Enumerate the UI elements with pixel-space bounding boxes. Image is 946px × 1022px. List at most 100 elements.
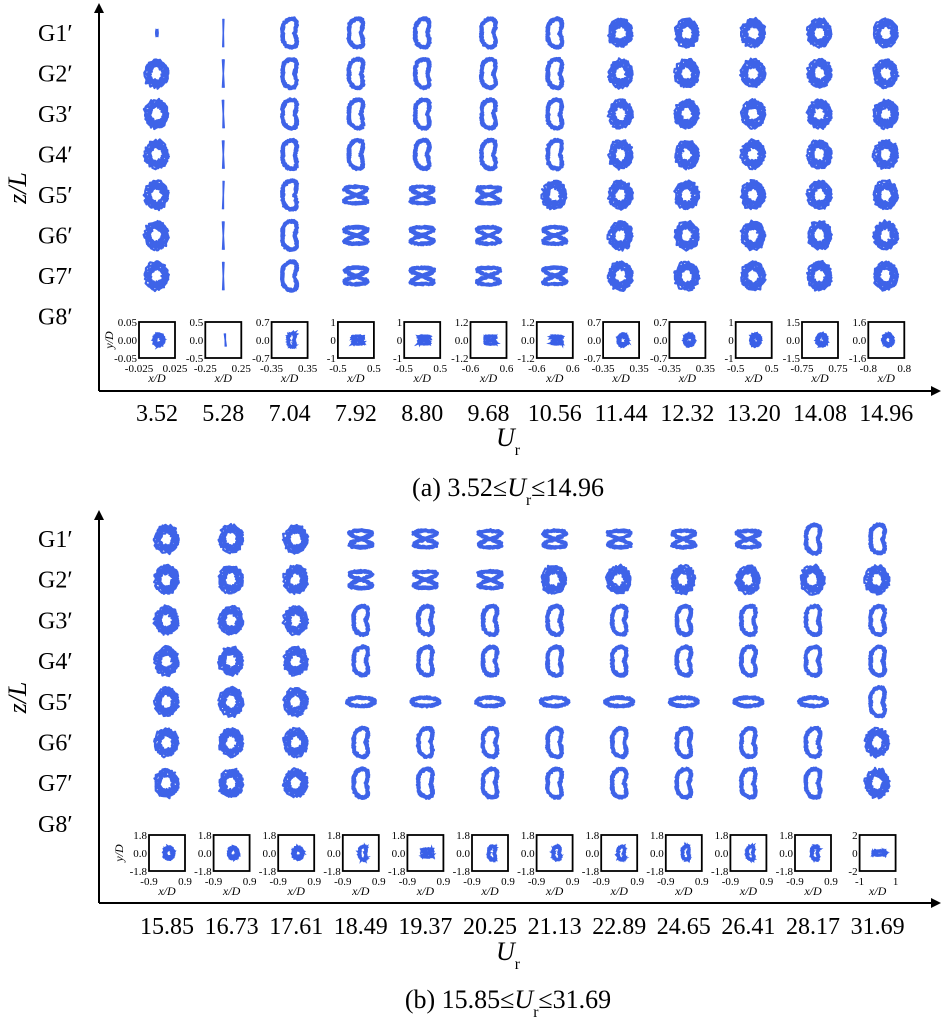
trajectory-7-10 [740,260,767,292]
x-tick-label-4: 7.92 [335,401,377,427]
inset-ytick-bottom: -1.8 [388,866,406,878]
x-tick-label-3: 17.61 [269,914,323,940]
row-label-4: G4′ [38,143,73,169]
inset-ytick-bottom: -1.6 [849,353,867,365]
inset-ytick-bottom: -1 [725,353,734,365]
inset-ytick-top: 1.8 [133,830,147,842]
inset-ytick-bottom: -1.8 [323,866,341,878]
inset-x-label: x/D [416,884,435,898]
trajectory-6-5 [408,224,436,247]
x-tick-label-12: 31.69 [851,914,905,940]
inset-frame [469,321,508,359]
trajectory-6-12 [872,219,900,251]
inset-xtick-right: 0.9 [824,876,838,888]
inset-xtick-right: 0.5 [367,363,381,375]
x-tick-label-3: 7.04 [269,401,311,427]
inset-frame [270,321,309,359]
trajectory-5-2 [217,685,245,718]
inset-frame [341,834,380,872]
inset-trajectory [813,331,830,348]
inset-trajectory [285,329,300,350]
trajectory-4-4 [351,644,371,678]
inset-y-label: y/D [112,844,126,863]
inset-ytick-bottom: -1.8 [259,866,277,878]
trajectory-4-6 [480,644,500,678]
inset-ytick-top: 1.8 [521,830,535,842]
inset-xtick-right: 0.9 [501,876,515,888]
inset-ytick-mid: 0.0 [521,848,535,860]
trajectory-2-8 [604,563,632,595]
trajectory-6-12 [863,726,891,759]
inset-xtick-left: -0.9 [722,876,740,888]
inset-xtick-right: 0.5 [765,363,779,375]
inset-x-label: x/D [868,884,887,898]
inset-xtick-right: 0.9 [437,876,451,888]
trajectory-6-10 [738,726,758,760]
inset-ytick-top: 1.8 [456,830,470,842]
inset-9: 0.7 0.0 -0.7-0.35 0.35x/D [650,317,716,385]
inset-xtick-right: 0.9 [372,876,386,888]
trajectory-7-11 [806,259,833,292]
inset-xtick-right: 0.75 [828,363,848,375]
row-label-2: G2′ [38,568,73,594]
inset-x-label: x/D [810,371,829,385]
inset-xtick-left: -0.9 [399,876,417,888]
trajectory-7-3 [280,259,300,293]
x-axis-label: Ur​ [496,937,521,973]
row-label-5: G5′ [38,183,73,209]
inset-ytick-mid: 0.0 [392,848,406,860]
trajectory-6-8 [606,220,634,252]
trajectory-2-6 [476,568,504,591]
inset-x-label: x/D [222,884,241,898]
trajectory-5-3 [282,687,310,718]
inset-8: 1.8 0.0 -1.8-0.9 0.9x/D [582,830,645,898]
row-label-7: G7′ [38,771,73,797]
inset-ytick-top: 1 [330,317,336,329]
inset-frame [664,834,703,872]
trajectory-5-3 [280,178,300,212]
inset-ytick-bottom: -0.5 [186,353,204,365]
inset-ytick-top: 0.7 [654,317,668,329]
inset-trajectory [679,841,693,864]
row-label-2: G2′ [38,62,73,88]
inset-x-label: x/D [351,884,370,898]
trajectory-3-11 [805,98,833,130]
inset-frame [602,321,640,359]
trajectory-6-9 [673,219,700,252]
trajectory-1-2 [217,523,245,555]
trajectory-7-6 [480,766,500,800]
row-label-1: G1′ [38,21,73,47]
trajectory-4-5 [415,644,436,678]
inset-xtick-left: -0.6 [462,363,480,375]
trajectory-5-12 [872,178,900,211]
trajectory-2-10 [739,57,767,89]
trajectory-1-9 [670,528,698,550]
trajectory-6-2 [221,221,225,250]
trajectory-2-11 [806,57,833,89]
inset-xtick-left: -0.25 [194,363,217,375]
trajectory-3-8 [606,98,635,130]
inset-ytick-bottom: -1 [327,353,336,365]
inset-xtick-left: -0.9 [592,876,610,888]
inset-ytick-mid: 0.0 [650,848,664,860]
inset-xtick-right: 0.9 [243,876,257,888]
inset-ytick-bottom: -1.8 [130,866,148,878]
inset-xtick-left: -0.9 [140,876,158,888]
trajectory-7-7 [545,766,565,800]
trajectory-2-6 [478,56,499,91]
inset-ytick-top: 0.5 [190,317,204,329]
trajectory-7-4 [351,766,371,800]
inset-ytick-top: 0.7 [587,317,601,329]
trajectory-2-2 [217,565,244,595]
trajectory-4-3 [282,645,310,677]
inset-trajectory [870,847,890,859]
trajectory-5-6 [474,184,503,206]
trajectory-5-6 [474,695,506,709]
trajectory-7-8 [606,260,634,292]
inset-ytick-bottom: -1 [393,353,402,365]
inset-ytick-mid: 0.0 [715,848,729,860]
trajectory-3-7 [545,603,565,638]
inset-ytick-mid: 0.0 [585,848,599,860]
trajectory-1-8 [607,17,634,48]
